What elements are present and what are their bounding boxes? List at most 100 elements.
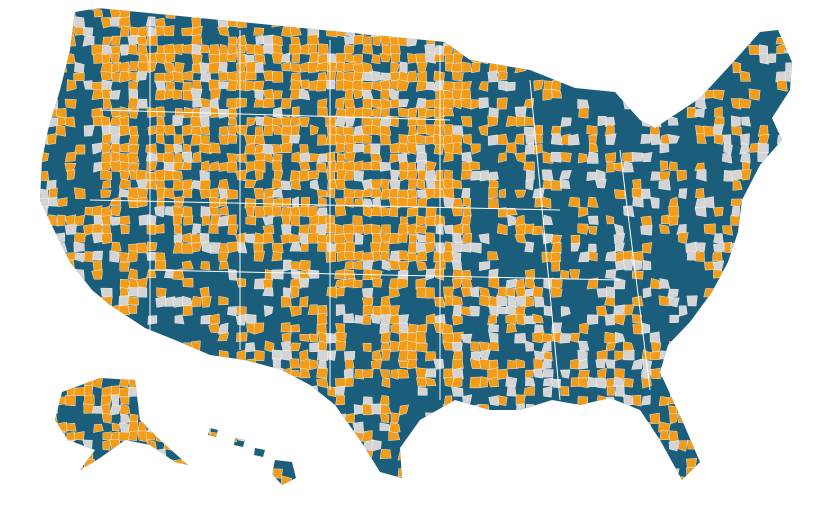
county — [595, 17, 607, 28]
county — [515, 467, 526, 478]
county — [641, 322, 650, 334]
county — [487, 134, 499, 146]
county — [40, 207, 41, 218]
county — [767, 268, 778, 281]
county — [523, 422, 535, 433]
county — [335, 495, 346, 506]
county — [478, 358, 490, 370]
county — [795, 216, 805, 226]
county — [110, 322, 122, 335]
county — [515, 295, 527, 308]
county — [118, 16, 131, 28]
county — [129, 494, 138, 504]
county — [776, 43, 786, 55]
county — [281, 207, 292, 217]
county — [155, 295, 167, 308]
county — [172, 349, 183, 362]
county — [587, 226, 598, 236]
county — [586, 152, 599, 164]
county — [173, 134, 185, 146]
county — [632, 458, 642, 469]
county — [670, 504, 679, 514]
county — [613, 439, 626, 451]
county — [272, 106, 283, 119]
county — [460, 243, 472, 253]
county — [83, 403, 94, 414]
county — [299, 259, 311, 272]
county — [775, 196, 788, 208]
county — [712, 251, 723, 262]
county — [326, 503, 337, 514]
county — [704, 304, 716, 316]
county — [722, 448, 732, 461]
county — [479, 349, 491, 360]
county — [253, 160, 266, 173]
county — [40, 368, 50, 380]
county — [739, 17, 752, 29]
county — [83, 251, 94, 263]
county — [245, 216, 257, 226]
county — [731, 414, 741, 424]
county — [730, 35, 741, 46]
county — [65, 341, 75, 352]
county — [343, 44, 355, 56]
county — [723, 503, 731, 514]
county — [238, 503, 248, 512]
county — [399, 8, 408, 11]
county — [543, 8, 553, 10]
county — [685, 403, 697, 414]
county — [289, 370, 300, 378]
county — [254, 369, 265, 378]
county — [740, 206, 751, 217]
county — [370, 358, 383, 370]
county — [506, 385, 517, 397]
county — [604, 475, 617, 485]
county — [334, 205, 347, 217]
county — [631, 314, 642, 324]
county — [469, 467, 482, 476]
county — [40, 394, 49, 405]
county — [577, 99, 590, 109]
county — [550, 16, 562, 28]
county — [255, 413, 265, 423]
county — [317, 448, 329, 461]
county — [299, 296, 309, 308]
county — [505, 115, 518, 127]
county — [560, 306, 571, 317]
county — [262, 8, 275, 9]
county — [362, 205, 373, 218]
county — [397, 468, 409, 478]
county — [749, 503, 760, 514]
county — [40, 468, 41, 478]
county — [696, 494, 705, 505]
county — [210, 88, 221, 101]
county — [280, 8, 293, 19]
county — [363, 495, 372, 503]
county — [451, 484, 463, 485]
county — [154, 169, 166, 182]
county — [352, 8, 364, 10]
county — [74, 341, 85, 352]
county — [389, 142, 401, 154]
county — [732, 178, 743, 191]
county — [101, 206, 113, 218]
county — [451, 241, 463, 253]
county — [379, 241, 390, 252]
county — [732, 395, 743, 407]
county — [370, 161, 382, 171]
county — [649, 17, 662, 28]
county — [227, 214, 237, 226]
county — [741, 116, 751, 127]
county — [119, 333, 130, 343]
county — [74, 449, 85, 459]
county — [560, 269, 569, 280]
county — [55, 43, 67, 55]
county — [165, 8, 176, 19]
county — [740, 360, 751, 370]
county — [253, 376, 266, 388]
county — [381, 44, 392, 55]
county — [615, 431, 625, 441]
county — [56, 484, 67, 485]
